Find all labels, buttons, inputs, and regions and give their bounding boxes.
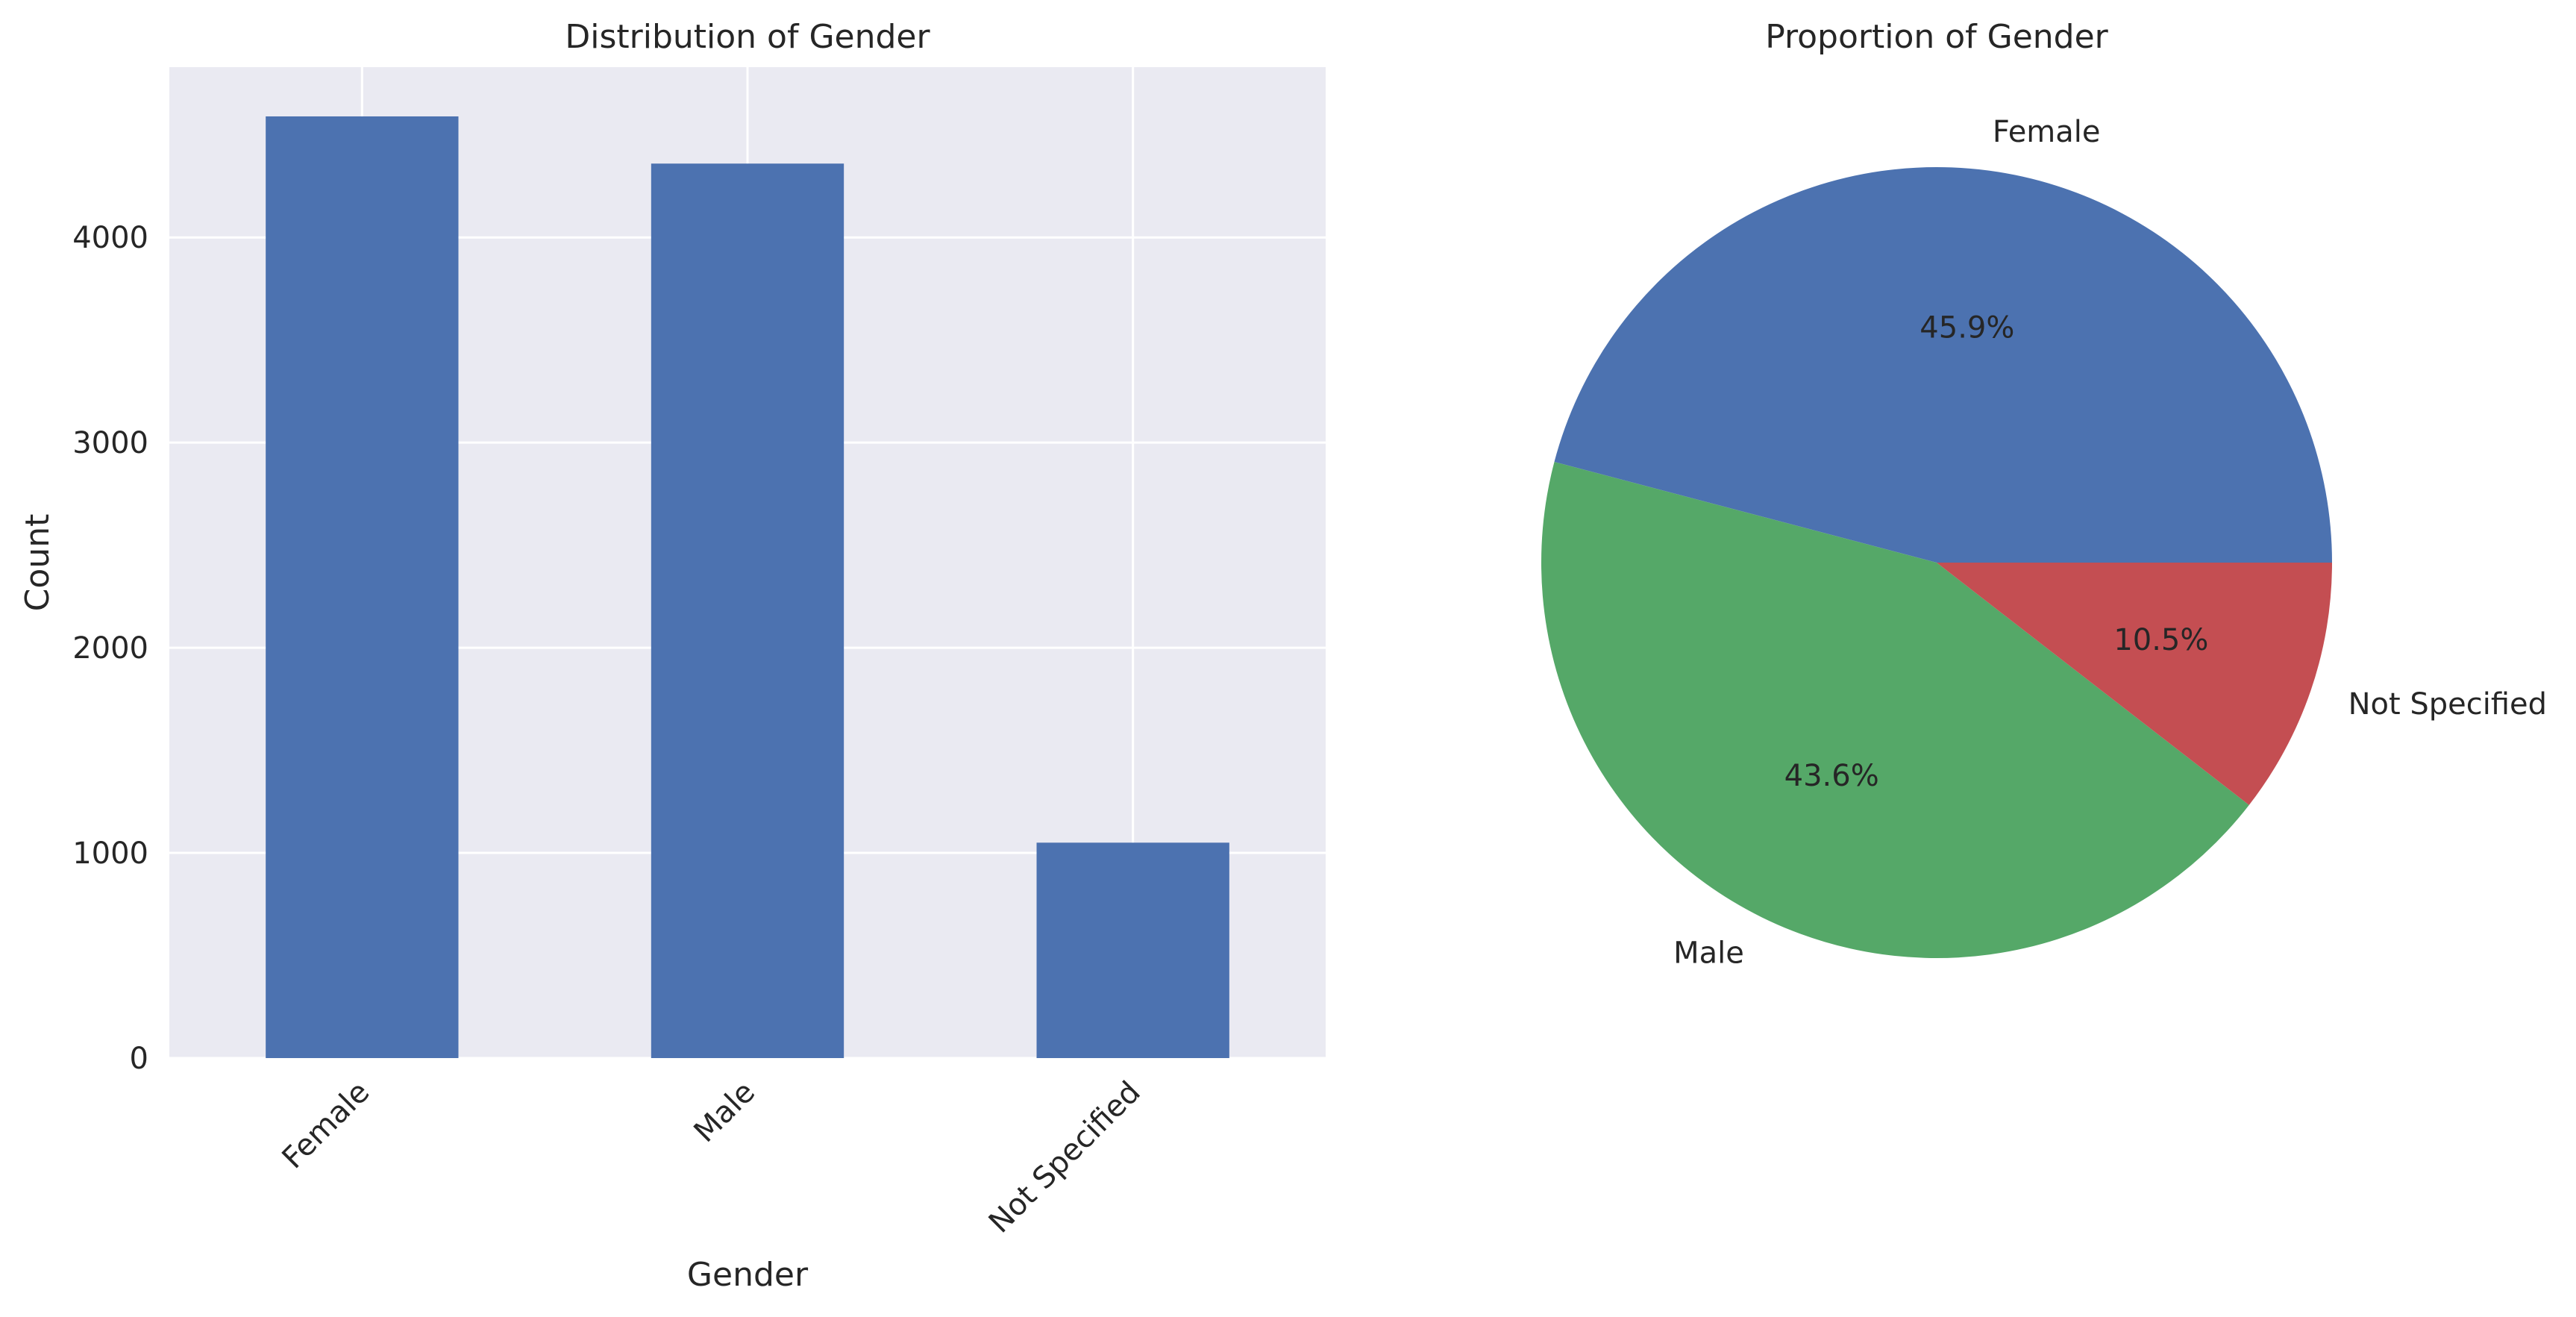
bar-chart-panel: 0 1000 2000 3000 4000 Female Male Not Specifie… [19, 18, 1326, 1294]
pie-slice-label: Female [1993, 115, 2101, 149]
x-tick-label: Male [688, 1075, 762, 1150]
y-tick-label: 3000 [72, 426, 148, 460]
bar-chart-title: Distribution of Gender [565, 18, 930, 56]
pie-percentages: 45.9% 43.6% 10.5% [1784, 311, 2209, 793]
y-tick-label: 0 [130, 1042, 148, 1076]
y-axis-label: Count [19, 514, 57, 612]
x-axis-label: Gender [687, 1256, 809, 1294]
x-tick-label: Female [276, 1075, 377, 1176]
y-tick-label: 4000 [72, 221, 148, 255]
pie-slice-label: Not Specified [2348, 687, 2547, 722]
pie-percentage-label: 45.9% [1920, 311, 2014, 345]
pie-slices [1541, 167, 2332, 959]
bar-not-specified [1036, 842, 1229, 1058]
x-tick-label: Not Specified [983, 1075, 1147, 1240]
x-axis-ticks: Female Male Not Specified [276, 1075, 1147, 1240]
y-tick-label: 2000 [72, 631, 148, 666]
bar-series [266, 116, 1229, 1059]
y-tick-label: 1000 [72, 836, 148, 871]
bar-female [266, 116, 459, 1059]
pie-percentage-label: 43.6% [1784, 759, 1879, 793]
pie-slice-female [1554, 167, 2332, 563]
y-axis-ticks: 0 1000 2000 3000 4000 [72, 221, 148, 1076]
pie-slice-male [1541, 461, 2249, 959]
pie-slice-not-specified [1937, 563, 2332, 805]
pie-percentage-label: 10.5% [2113, 623, 2208, 657]
pie-chart-title: Proportion of Gender [1765, 18, 2108, 56]
bar-male [651, 163, 844, 1058]
pie-labels: Female Male Not Specified [1673, 115, 2547, 971]
pie-slice-label: Male [1673, 936, 1744, 971]
